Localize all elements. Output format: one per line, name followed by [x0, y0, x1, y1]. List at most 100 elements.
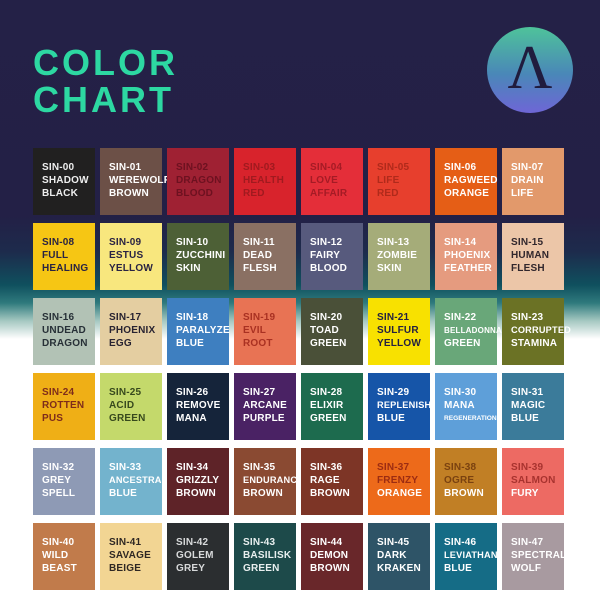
swatch-code: SIN-44: [310, 537, 343, 548]
swatch-code: SIN-37: [377, 462, 410, 473]
swatch-name-line: UNDEAD: [42, 325, 86, 336]
swatch-name-line: SKIN: [377, 263, 402, 274]
color-swatch: SIN-44 DEMON BROWN: [301, 523, 363, 590]
color-swatch: SIN-33 ANCESTRAL BLUE: [100, 448, 167, 515]
swatch-code: SIN-32: [42, 462, 75, 473]
page-title: COLOR CHART: [33, 44, 178, 118]
swatch-name-line: BROWN: [310, 488, 350, 499]
swatch-name-line: BEAST: [42, 563, 77, 574]
swatch-name-line: DARK: [377, 550, 407, 561]
swatch-code: SIN-10: [176, 237, 209, 248]
swatch-name-line: GREEN: [310, 338, 347, 349]
swatch-name-line: AFFAIR: [310, 188, 348, 199]
color-swatch: SIN-17 PHOENIX EGG: [100, 298, 162, 365]
swatch-code: SIN-31: [511, 387, 544, 398]
swatch-name-line: GRIZZLY: [176, 475, 220, 486]
swatch-name-line: PUS: [42, 413, 64, 424]
color-swatch: SIN-08 FULL HEALING: [33, 223, 95, 290]
color-swatch: SIN-20 TOAD GREEN: [301, 298, 363, 365]
swatch-name-line: MANA: [176, 413, 207, 424]
color-swatch: SIN-03 HEALTH RED: [234, 148, 296, 215]
swatch-name-line: GREY: [176, 563, 206, 574]
swatch-code: SIN-24: [42, 387, 75, 398]
swatch-name-line: GREEN: [109, 413, 146, 424]
swatch-name-line: LEVIATHAN: [444, 550, 498, 560]
color-swatch-grid: SIN-00 SHADOW BLACK SIN-01 WEREWOLF BROWN SIN-…: [33, 148, 571, 590]
swatch-name-line: BLUE: [377, 413, 406, 424]
swatch-name-line: MAGIC: [511, 400, 546, 411]
swatch-code: SIN-40: [42, 537, 75, 548]
swatch-name-line: BROWN: [176, 488, 216, 499]
swatch-name-line: BASILISK: [243, 550, 292, 561]
swatch-name-line: KRAKEN: [377, 563, 421, 574]
swatch-name-line: MANA: [444, 400, 475, 411]
swatch-code: SIN-13: [377, 237, 410, 248]
swatch-name-line: ORANGE: [377, 488, 423, 499]
color-swatch: SIN-04 LOVE AFFAIR: [301, 148, 363, 215]
swatch-name-line: BLACK: [42, 188, 78, 199]
swatch-code: SIN-25: [109, 387, 142, 398]
swatch-code: SIN-19: [243, 312, 276, 323]
swatch-code: SIN-12: [310, 237, 343, 248]
color-swatch: SIN-24 ROTTEN PUS: [33, 373, 95, 440]
swatch-name-line: ZOMBIE: [377, 250, 418, 261]
swatch-name-line: FLESH: [243, 263, 277, 274]
swatch-name-line: RED: [243, 188, 265, 199]
swatch-name-line: GOLEM: [176, 550, 214, 561]
swatch-code: SIN-05: [377, 162, 410, 173]
swatch-name-line: GREEN: [243, 563, 280, 574]
color-swatch: SIN-00 SHADOW BLACK: [33, 148, 95, 215]
color-swatch: SIN-37 FRENZY ORANGE: [368, 448, 430, 515]
swatch-name-line: ZUCCHINI: [176, 250, 226, 261]
swatch-name-line: YELLOW: [377, 338, 421, 349]
swatch-name-line: GREY: [42, 475, 72, 486]
page-title-line-1: COLOR: [33, 42, 178, 83]
swatch-code: SIN-34: [176, 462, 209, 473]
swatch-name-line: REGENERATION: [444, 415, 497, 422]
color-swatch: SIN-43 BASILISK GREEN: [234, 523, 296, 590]
swatch-name-line: REPLENISH: [377, 400, 432, 410]
swatch-name-line: GREEN: [444, 338, 481, 349]
swatch-code: SIN-26: [176, 387, 209, 398]
swatch-code: SIN-28: [310, 387, 343, 398]
swatch-name-line: HEALING: [42, 263, 89, 274]
swatch-name-line: BROWN: [444, 488, 484, 499]
swatch-name-line: SHADOW: [42, 175, 89, 186]
swatch-name-line: CORRUPTED: [511, 325, 571, 335]
swatch-code: SIN-04: [310, 162, 343, 173]
swatch-code: SIN-21: [377, 312, 410, 323]
swatch-code: SIN-01: [109, 162, 142, 173]
swatch-name-line: ELIXIR: [310, 400, 344, 411]
color-swatch: SIN-35 ENDURANCE BROWN: [234, 448, 303, 515]
swatch-code: SIN-15: [511, 237, 544, 248]
swatch-name-line: EVIL: [243, 325, 267, 336]
color-swatch: SIN-06 RAGWEED ORANGE: [435, 148, 497, 215]
swatch-name-line: FURY: [511, 488, 539, 499]
color-swatch: SIN-12 FAIRY BLOOD: [301, 223, 363, 290]
color-swatch: SIN-41 SAVAGE BEIGE: [100, 523, 162, 590]
swatch-name-line: ACID: [109, 400, 135, 411]
color-swatch: SIN-36 RAGE BROWN: [301, 448, 363, 515]
swatch-name-line: TOAD: [310, 325, 339, 336]
swatch-code: SIN-07: [511, 162, 544, 173]
color-swatch: SIN-05 LIFE RED: [368, 148, 430, 215]
swatch-code: SIN-14: [444, 237, 477, 248]
swatch-code: SIN-06: [444, 162, 477, 173]
color-swatch: SIN-46 LEVIATHAN BLUE: [435, 523, 498, 590]
swatch-name-line: DRAIN: [511, 175, 544, 186]
swatch-name-line: GREEN: [310, 413, 347, 424]
color-swatch: SIN-32 GREY SPELL: [33, 448, 95, 515]
color-swatch: SIN-07 DRAIN LIFE: [502, 148, 564, 215]
swatch-name-line: STAMINA: [511, 338, 558, 349]
swatch-name-line: SPELL: [42, 488, 76, 499]
swatch-name-line: FRENZY: [377, 475, 419, 486]
swatch-name-line: RED: [377, 188, 399, 199]
swatch-name-line: BROWN: [109, 188, 149, 199]
swatch-name-line: BLUE: [176, 338, 205, 349]
swatch-code: SIN-18: [176, 312, 209, 323]
color-swatch: SIN-38 OGRE BROWN: [435, 448, 497, 515]
swatch-name-line: FEATHER: [444, 263, 492, 274]
swatch-name-line: PARALYZE: [176, 325, 230, 336]
color-swatch: SIN-11 DEAD FLESH: [234, 223, 296, 290]
swatch-name-line: OGRE: [444, 475, 475, 486]
